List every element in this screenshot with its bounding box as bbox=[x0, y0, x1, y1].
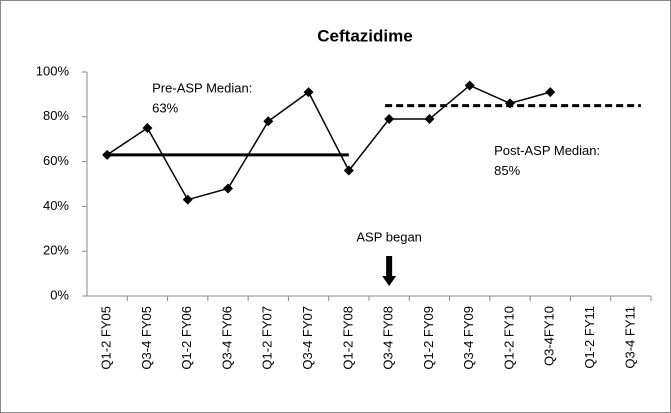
y-tick-label: 40% bbox=[43, 198, 69, 213]
x-tick-label: Q3-4 FY09 bbox=[461, 306, 476, 370]
y-tick-label: 20% bbox=[43, 243, 69, 258]
x-tick-label: Q1-2 FY09 bbox=[421, 306, 436, 370]
x-tick-label: Q1-2 FY05 bbox=[99, 306, 114, 370]
median-label: Post-ASP Median: bbox=[494, 143, 600, 158]
x-tick-label: Q3-4FY10 bbox=[542, 306, 557, 366]
data-point bbox=[303, 87, 314, 98]
x-tick-label: Q1-2 FY10 bbox=[501, 306, 516, 370]
y-tick-label: 0% bbox=[50, 287, 69, 302]
y-tick-label: 60% bbox=[43, 153, 69, 168]
chart-title: Ceftazidime bbox=[317, 26, 412, 45]
x-tick-label: Q1-2 FY08 bbox=[340, 306, 355, 370]
median-value-label: 63% bbox=[152, 100, 178, 115]
x-tick-label: Q3-4 FY06 bbox=[219, 306, 234, 370]
data-point bbox=[142, 123, 153, 133]
data-point bbox=[182, 194, 193, 205]
data-point bbox=[505, 98, 515, 109]
median-value-label: 85% bbox=[494, 163, 520, 178]
data-point bbox=[545, 87, 556, 98]
y-tick-label: 100% bbox=[36, 63, 70, 78]
x-tick-label: Q3-4 FY05 bbox=[139, 306, 154, 370]
data-point bbox=[424, 114, 435, 125]
data-point bbox=[464, 80, 475, 91]
x-tick-label: Q1-2 FY11 bbox=[582, 306, 597, 369]
x-tick-label: Q3-4 FY11 bbox=[622, 306, 637, 369]
x-tick-label: Q3-4 FY08 bbox=[381, 306, 396, 370]
median-label: Pre-ASP Median: bbox=[152, 80, 252, 95]
y-tick-label: 80% bbox=[43, 108, 69, 123]
annotation-label: ASP began bbox=[356, 229, 422, 244]
annotation-arrow bbox=[382, 256, 397, 286]
data-point bbox=[343, 165, 354, 176]
data-point bbox=[263, 116, 274, 127]
data-point bbox=[102, 149, 113, 160]
data-point bbox=[223, 183, 233, 194]
data-line bbox=[106, 84, 551, 201]
data-point bbox=[384, 114, 395, 125]
x-tick-label: Q1-2 FY06 bbox=[179, 306, 194, 370]
x-tick-label: Q3-4 FY07 bbox=[300, 306, 315, 370]
x-tick-label: Q1-2 FY07 bbox=[260, 306, 275, 370]
